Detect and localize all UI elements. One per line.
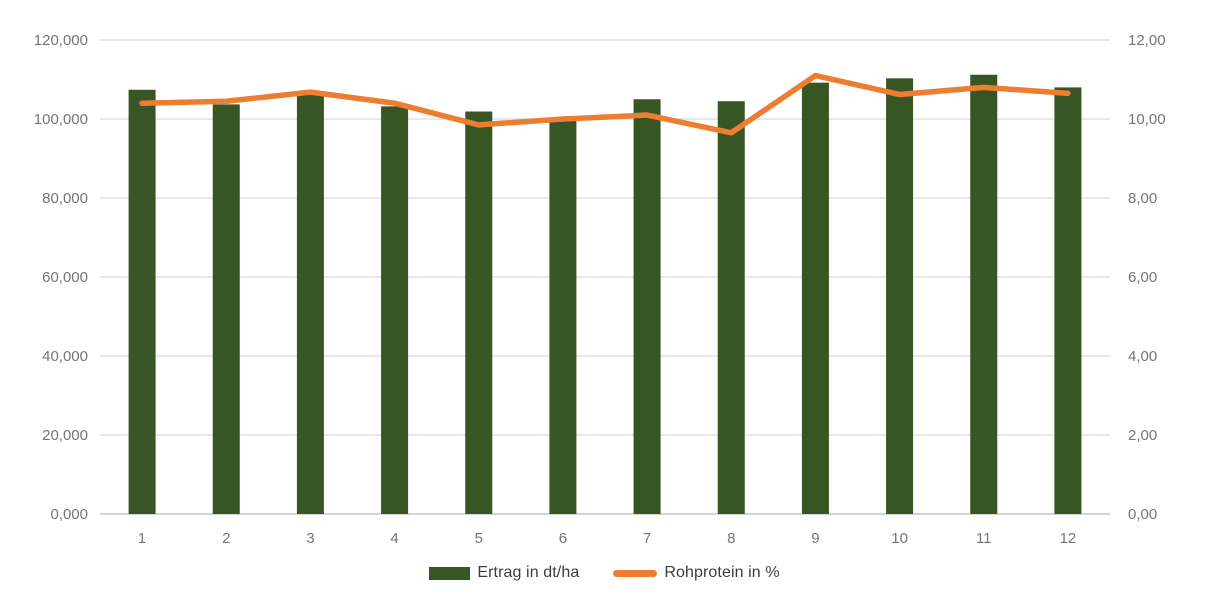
right-axis-tick-label: 10,00 bbox=[1128, 111, 1166, 128]
x-axis-category-label: 9 bbox=[811, 530, 819, 547]
x-axis-category-label: 6 bbox=[559, 530, 567, 547]
x-axis-category-label: 7 bbox=[643, 530, 651, 547]
bar-5 bbox=[465, 111, 493, 515]
x-axis-category-label: 2 bbox=[222, 530, 230, 547]
rohprotein-line bbox=[139, 72, 1071, 136]
right-axis-tick-label: 12,00 bbox=[1128, 32, 1166, 49]
x-axis-category-label: 1 bbox=[138, 530, 146, 547]
x-axis-category-label: 8 bbox=[727, 530, 735, 547]
legend-label-ertrag: Ertrag in dt/ha bbox=[477, 564, 580, 581]
bar-1 bbox=[128, 89, 156, 515]
x-axis-category-label: 12 bbox=[1060, 530, 1077, 547]
x-axis-category-label: 10 bbox=[891, 530, 908, 547]
left-axis-tick-label: 0,000 bbox=[50, 506, 88, 523]
right-axis-tick-label: 8,00 bbox=[1128, 190, 1157, 207]
bar-10 bbox=[886, 78, 914, 514]
legend-item-rohprotein: Rohprotein in % bbox=[613, 564, 780, 582]
bar-6 bbox=[549, 120, 577, 514]
x-axis-category-label: 3 bbox=[306, 530, 314, 547]
bar-2 bbox=[212, 104, 240, 514]
x-axis-category-label: 5 bbox=[475, 530, 483, 547]
right-axis-tick-label: 0,00 bbox=[1128, 506, 1157, 523]
bar-series-swatch-icon bbox=[429, 566, 471, 580]
bar-12 bbox=[1054, 87, 1082, 515]
right-axis-tick-label: 2,00 bbox=[1128, 427, 1157, 444]
chart-legend: Ertrag in dt/ha Rohprotein in % bbox=[0, 564, 1209, 582]
legend-label-rohprotein: Rohprotein in % bbox=[664, 564, 780, 581]
left-axis-tick-label: 100,000 bbox=[34, 111, 88, 128]
bar-8 bbox=[717, 101, 745, 514]
bar-4 bbox=[381, 106, 409, 515]
x-axis-category-label: 4 bbox=[390, 530, 398, 547]
bar-7 bbox=[633, 99, 661, 514]
x-axis-category-label: 11 bbox=[976, 530, 992, 547]
left-axis-tick-label: 60,000 bbox=[42, 269, 88, 286]
bar-3 bbox=[296, 93, 324, 514]
bar-9 bbox=[801, 82, 829, 514]
left-axis-tick-label: 80,000 bbox=[42, 190, 88, 207]
bar-11 bbox=[970, 74, 998, 514]
right-axis-tick-label: 6,00 bbox=[1128, 269, 1157, 286]
left-axis-tick-label: 20,000 bbox=[42, 427, 88, 444]
left-axis-tick-label: 120,000 bbox=[34, 32, 88, 49]
line-series-swatch-icon bbox=[613, 569, 658, 577]
left-axis-tick-label: 40,000 bbox=[42, 348, 88, 365]
right-axis-tick-label: 4,00 bbox=[1128, 348, 1157, 365]
legend-item-ertrag: Ertrag in dt/ha bbox=[429, 564, 579, 582]
